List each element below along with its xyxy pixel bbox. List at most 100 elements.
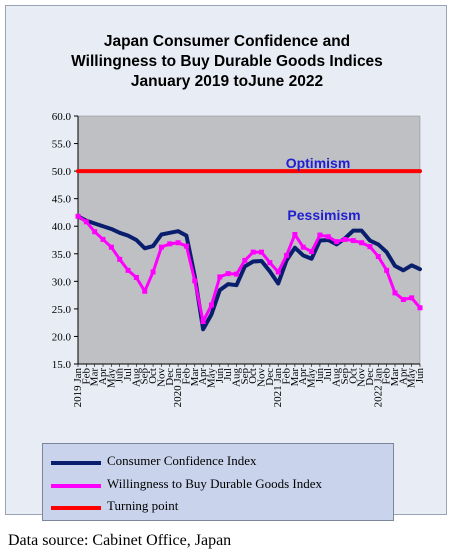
legend-label-consumer-confidence: Consumer Confidence Index [107, 453, 257, 468]
data-point [117, 256, 123, 262]
annotation-pessimism: Pessimism [287, 207, 360, 223]
y-tick-label: 35.0 [52, 249, 72, 261]
annotation-optimism: Optimism [286, 155, 351, 171]
data-point [317, 232, 323, 238]
x-tick-label: Nov [356, 368, 368, 387]
data-point [100, 236, 106, 242]
x-tick-label: Jul [222, 368, 234, 381]
data-point [359, 240, 365, 246]
data-point [300, 244, 306, 250]
data-point [150, 269, 156, 275]
x-tick-label: Jun [314, 368, 326, 384]
data-point [334, 239, 340, 245]
x-tick-label: May [306, 368, 318, 389]
chart-title-line-3: January 2019 toJune 2022 [130, 73, 324, 90]
y-tick-label: 55.0 [52, 139, 72, 151]
x-tick-label: Dec [264, 368, 276, 386]
chart-plot: 15.0 20.0 25.0 30.0 35.0 40.0 45.0 50.0 55.0 60.0… [52, 111, 426, 408]
x-tick-label: 2019 Jan [72, 368, 84, 408]
data-point [292, 231, 298, 237]
data-point [192, 278, 198, 284]
x-tick-label: Sep [339, 368, 351, 385]
legend-item-durable-goods: Willingness to Buy Durable Goods Index [43, 475, 395, 495]
x-tick-label: Mar [189, 368, 201, 387]
data-point [242, 257, 248, 263]
x-tick-label: Jun [114, 368, 126, 384]
x-tick-label: Aug [130, 368, 142, 387]
data-point [83, 219, 89, 225]
y-tick-label: 40.0 [52, 221, 72, 233]
data-point [75, 213, 81, 219]
x-tick-label: Mar [89, 368, 101, 387]
data-point [125, 267, 131, 273]
x-tick-label: Jul [322, 368, 334, 381]
x-tick-label: Sep [139, 368, 151, 385]
legend-label-durable-goods: Willingness to Buy Durable Goods Index [107, 476, 323, 491]
x-tick-label: Oct [147, 368, 159, 384]
x-tick-label: Apr [197, 368, 209, 385]
y-tick-label: 50.0 [52, 166, 72, 178]
x-tick-label: 2022 Jan [372, 368, 384, 408]
data-point [400, 297, 406, 303]
y-tick-label: 15.0 [52, 359, 72, 371]
x-tick-label: Jun [214, 368, 226, 384]
chart-title-line-2: Willingness to Buy Durable Goods Indices [71, 53, 383, 70]
legend-item-turning-point: Turning point [43, 497, 395, 517]
y-tick-label: 30.0 [52, 276, 72, 288]
x-tick-label: Oct [247, 368, 259, 384]
x-tick-label: Apr [297, 368, 309, 385]
x-tick-label: Nov [256, 368, 268, 387]
x-tick-label: Feb [80, 368, 92, 385]
data-point [175, 240, 181, 246]
x-tick-label: Jul [122, 368, 134, 381]
data-point [217, 274, 223, 280]
data-point [233, 271, 239, 277]
data-point [250, 249, 256, 255]
data-point [325, 234, 331, 240]
data-point [92, 229, 98, 235]
data-point [259, 249, 265, 255]
x-tick-label: May [205, 368, 217, 389]
data-point [417, 305, 423, 311]
legend-swatch-turning-point [51, 506, 101, 510]
x-tick-label: Aug [331, 368, 343, 387]
data-point [208, 302, 214, 308]
x-tick-label: Nov [155, 368, 167, 387]
x-tick-label: Apr [97, 368, 109, 385]
data-point [367, 244, 373, 250]
y-tick-label: 20.0 [52, 331, 72, 343]
data-point [200, 319, 206, 325]
data-point [342, 236, 348, 242]
data-point [409, 295, 415, 301]
chart-frame: Japan Consumer Confidence and Willingnes… [5, 5, 447, 515]
x-tick-label: Sep [239, 368, 251, 385]
data-point [108, 244, 114, 250]
x-tick-label: Dec [364, 368, 376, 386]
data-point [392, 290, 398, 296]
x-tick-label: Mar [389, 368, 401, 387]
chart-legend: Consumer Confidence Index Willingness to… [42, 443, 394, 521]
data-point [133, 274, 139, 280]
data-point [225, 271, 231, 277]
data-point [350, 238, 356, 244]
data-source-note: Data source: Cabinet Office, Japan [8, 532, 232, 549]
chart-title-line-1: Japan Consumer Confidence and [103, 33, 351, 50]
x-tick-label: May [105, 368, 117, 389]
legend-swatch-consumer-confidence [51, 461, 101, 465]
y-tick-label: 25.0 [52, 304, 72, 316]
x-tick-label: 2020 Jan [172, 368, 184, 408]
x-tick-label: Apr [397, 368, 409, 385]
data-point [167, 241, 173, 247]
legend-item-consumer-confidence: Consumer Confidence Index [43, 452, 395, 472]
x-tick-label: Feb [381, 368, 393, 385]
legend-label-turning-point: Turning point [107, 498, 179, 513]
x-tick-label: 2021 Jan [272, 368, 284, 408]
data-point [375, 254, 381, 260]
data-point [183, 243, 189, 249]
x-tick-label: Feb [281, 368, 293, 385]
data-point [284, 252, 290, 258]
y-tick-label: 45.0 [52, 194, 72, 206]
series-line-consumer-confidence-index [76, 214, 422, 332]
data-point [158, 244, 164, 250]
data-point [384, 267, 390, 273]
